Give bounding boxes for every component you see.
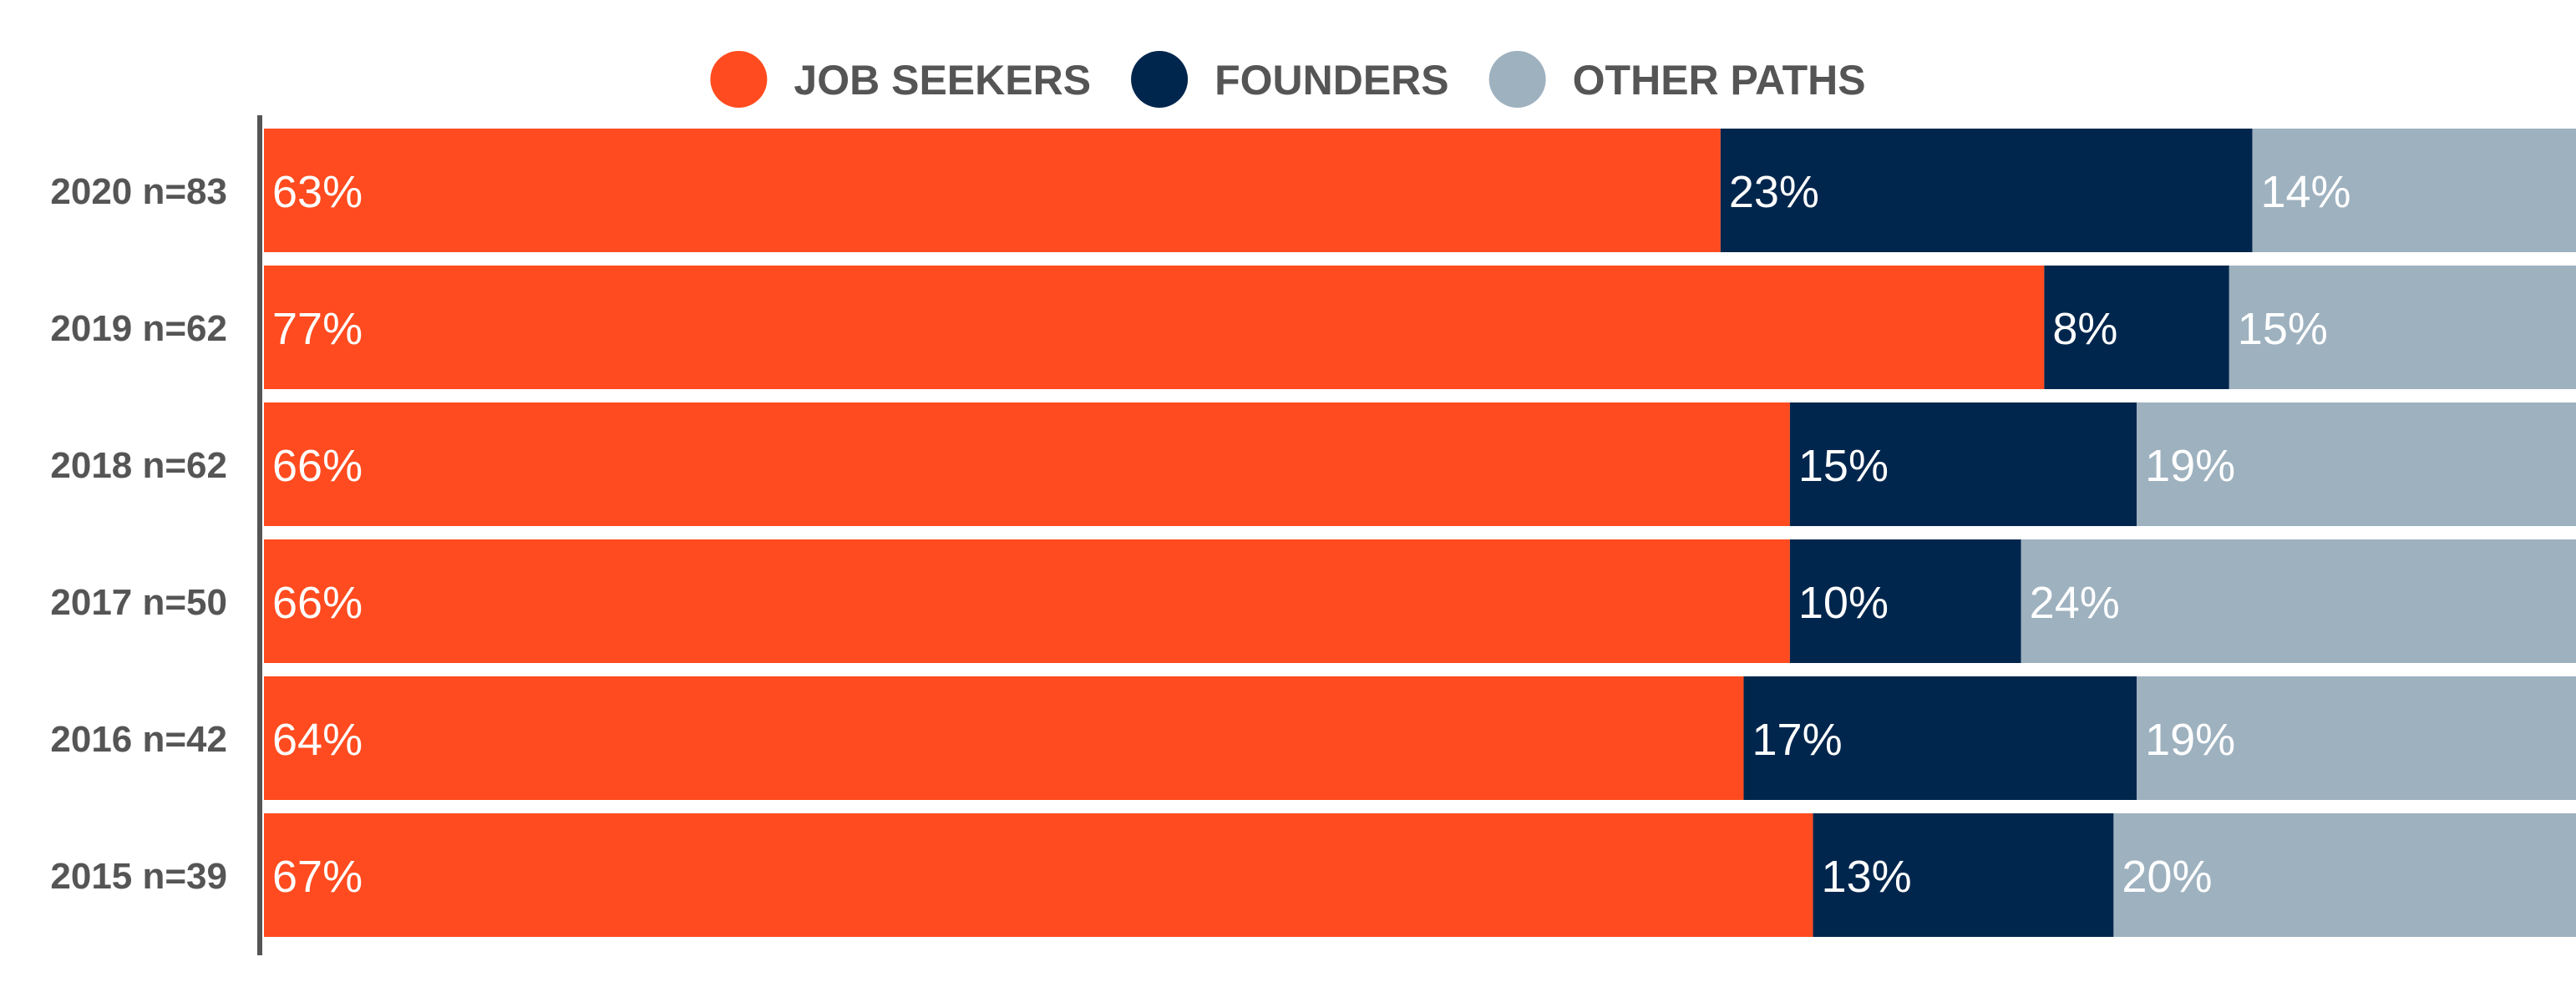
bar-founders: [1789, 539, 2021, 663]
data-label: 67%: [272, 852, 363, 902]
category-label: 2016 n=42: [50, 719, 227, 760]
bar-job-seekers: [264, 402, 1790, 526]
bars: [264, 129, 2576, 937]
legend-label-job-seekers: JOB SEEKERS: [794, 57, 1091, 104]
bar-job-seekers: [264, 266, 2045, 389]
bar-other-paths: [2021, 539, 2576, 663]
legend-marker-job-seekers: [710, 51, 768, 108]
data-label: 19%: [2145, 715, 2235, 765]
data-label: 15%: [1798, 441, 1889, 491]
data-label: 66%: [272, 441, 363, 491]
legend-marker-other-paths: [1488, 51, 1546, 108]
data-label: 20%: [2122, 852, 2212, 902]
category-label: 2020 n=83: [50, 171, 227, 212]
category-labels: 2020 n=83 2019 n=62 2018 n=62 2017 n=50 2016…: [50, 171, 227, 897]
data-label: 14%: [2260, 167, 2350, 217]
bar-founders: [2044, 266, 2229, 389]
legend-label-other-paths: OTHER PATHS: [1573, 57, 1866, 104]
category-label: 2018 n=62: [50, 445, 227, 486]
data-label: 23%: [1729, 167, 1819, 217]
bar-founders: [1813, 813, 2114, 937]
bar-other-paths: [2252, 129, 2576, 252]
bar-job-seekers: [264, 129, 1721, 252]
data-label: 10%: [1798, 578, 1889, 628]
category-label: 2017 n=50: [50, 582, 227, 623]
data-label: 24%: [2030, 578, 2120, 628]
bar-job-seekers: [264, 813, 1813, 937]
bar-job-seekers: [264, 539, 1790, 663]
data-labels: 63% 23% 14% 77% 8% 15% 66% 15% 19% 66% 10% 24% 64% 17…: [272, 167, 2351, 902]
bar-other-paths: [2113, 813, 2576, 937]
legend: JOB SEEKERS FOUNDERS OTHER PATHS: [710, 51, 1866, 108]
bar-job-seekers: [264, 676, 1744, 800]
bar-other-paths: [2137, 676, 2576, 800]
data-label: 19%: [2145, 441, 2235, 491]
category-label: 2015 n=39: [50, 856, 227, 897]
bar-founders: [1743, 676, 2137, 800]
data-label: 66%: [272, 578, 363, 628]
bar-founders: [1720, 129, 2253, 252]
data-label: 17%: [1752, 715, 1843, 765]
category-label: 2019 n=62: [50, 308, 227, 349]
data-label: 64%: [272, 715, 363, 765]
bar-other-paths: [2229, 266, 2576, 389]
bar-other-paths: [2137, 402, 2576, 526]
legend-marker-founders: [1131, 51, 1189, 108]
data-label: 77%: [272, 304, 363, 354]
bar-founders: [1789, 402, 2137, 526]
data-label: 15%: [2238, 304, 2328, 354]
data-label: 8%: [2052, 304, 2117, 354]
data-label: 13%: [1822, 852, 1912, 902]
legend-label-founders: FOUNDERS: [1214, 57, 1449, 104]
data-label: 63%: [272, 167, 363, 217]
